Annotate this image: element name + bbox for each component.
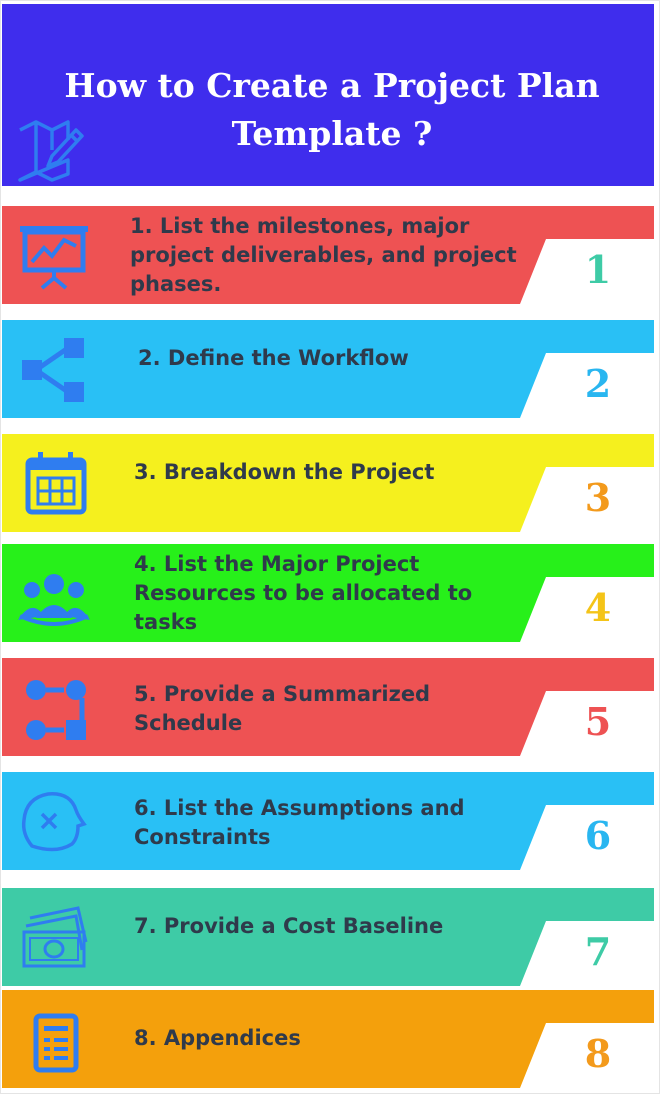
step-2-label: 2. Define the Workflow bbox=[138, 346, 409, 370]
step-4: 4. List the Major Project Resources to b… bbox=[2, 544, 654, 642]
head-constraint-icon bbox=[21, 792, 87, 852]
document-icon bbox=[33, 1013, 79, 1073]
money-icon bbox=[22, 906, 88, 968]
map-pencil-icon bbox=[18, 120, 84, 182]
step-7-label: 7. Provide a Cost Baseline bbox=[134, 914, 444, 938]
step-3-label: 3. Breakdown the Project bbox=[134, 460, 435, 484]
step-1: 1. List the milestones, major project de… bbox=[2, 206, 654, 304]
step-3-number: 3 bbox=[584, 475, 612, 520]
step-7: 7. Provide a Cost Baseline 7 bbox=[2, 888, 654, 986]
schedule-flow-icon bbox=[26, 680, 86, 740]
step-4-number-tab bbox=[520, 577, 654, 642]
step-5-label: 5. Provide a Summarized Schedule bbox=[134, 682, 431, 735]
step-5-number-tab bbox=[520, 691, 654, 756]
step-5: 5. Provide a Summarized Schedule 5 bbox=[2, 658, 654, 756]
step-7-number-tab bbox=[520, 921, 654, 986]
step-2: 2. Define the Workflow 2 bbox=[2, 320, 654, 418]
page-title: How to Create a Project Plan Template ? bbox=[64, 66, 600, 153]
step-2-number-tab bbox=[520, 353, 654, 418]
step-7-number: 7 bbox=[584, 929, 612, 974]
team-icon bbox=[18, 574, 90, 626]
step-3: 3. Breakdown the Project 3 bbox=[2, 434, 654, 532]
step-8-number: 8 bbox=[584, 1031, 612, 1076]
step-8-label: 8. Appendices bbox=[134, 1026, 301, 1050]
step-6-number-tab bbox=[520, 805, 654, 870]
step-4-number: 4 bbox=[584, 585, 612, 630]
calendar-icon bbox=[25, 452, 87, 515]
workflow-icon bbox=[22, 338, 84, 402]
step-8: 8. Appendices 8 bbox=[2, 990, 654, 1088]
step-1-number-tab bbox=[520, 239, 654, 304]
step-3-number-tab bbox=[520, 467, 654, 532]
step-1-number: 1 bbox=[584, 247, 612, 292]
step-6: 6. List the Assumptions and Constraints … bbox=[2, 772, 654, 870]
step-2-number: 2 bbox=[584, 361, 612, 406]
presentation-chart-icon bbox=[20, 226, 88, 290]
header-banner: How to Create a Project Plan Template ? bbox=[2, 4, 654, 186]
step-1-label: 1. List the milestones, major project de… bbox=[130, 214, 517, 296]
step-6-label: 6. List the Assumptions and Constraints bbox=[134, 796, 465, 849]
step-4-label: 4. List the Major Project Resources to b… bbox=[134, 552, 473, 634]
step-5-number: 5 bbox=[584, 699, 612, 744]
step-6-number: 6 bbox=[584, 813, 612, 858]
step-8-number-tab bbox=[520, 1023, 654, 1088]
